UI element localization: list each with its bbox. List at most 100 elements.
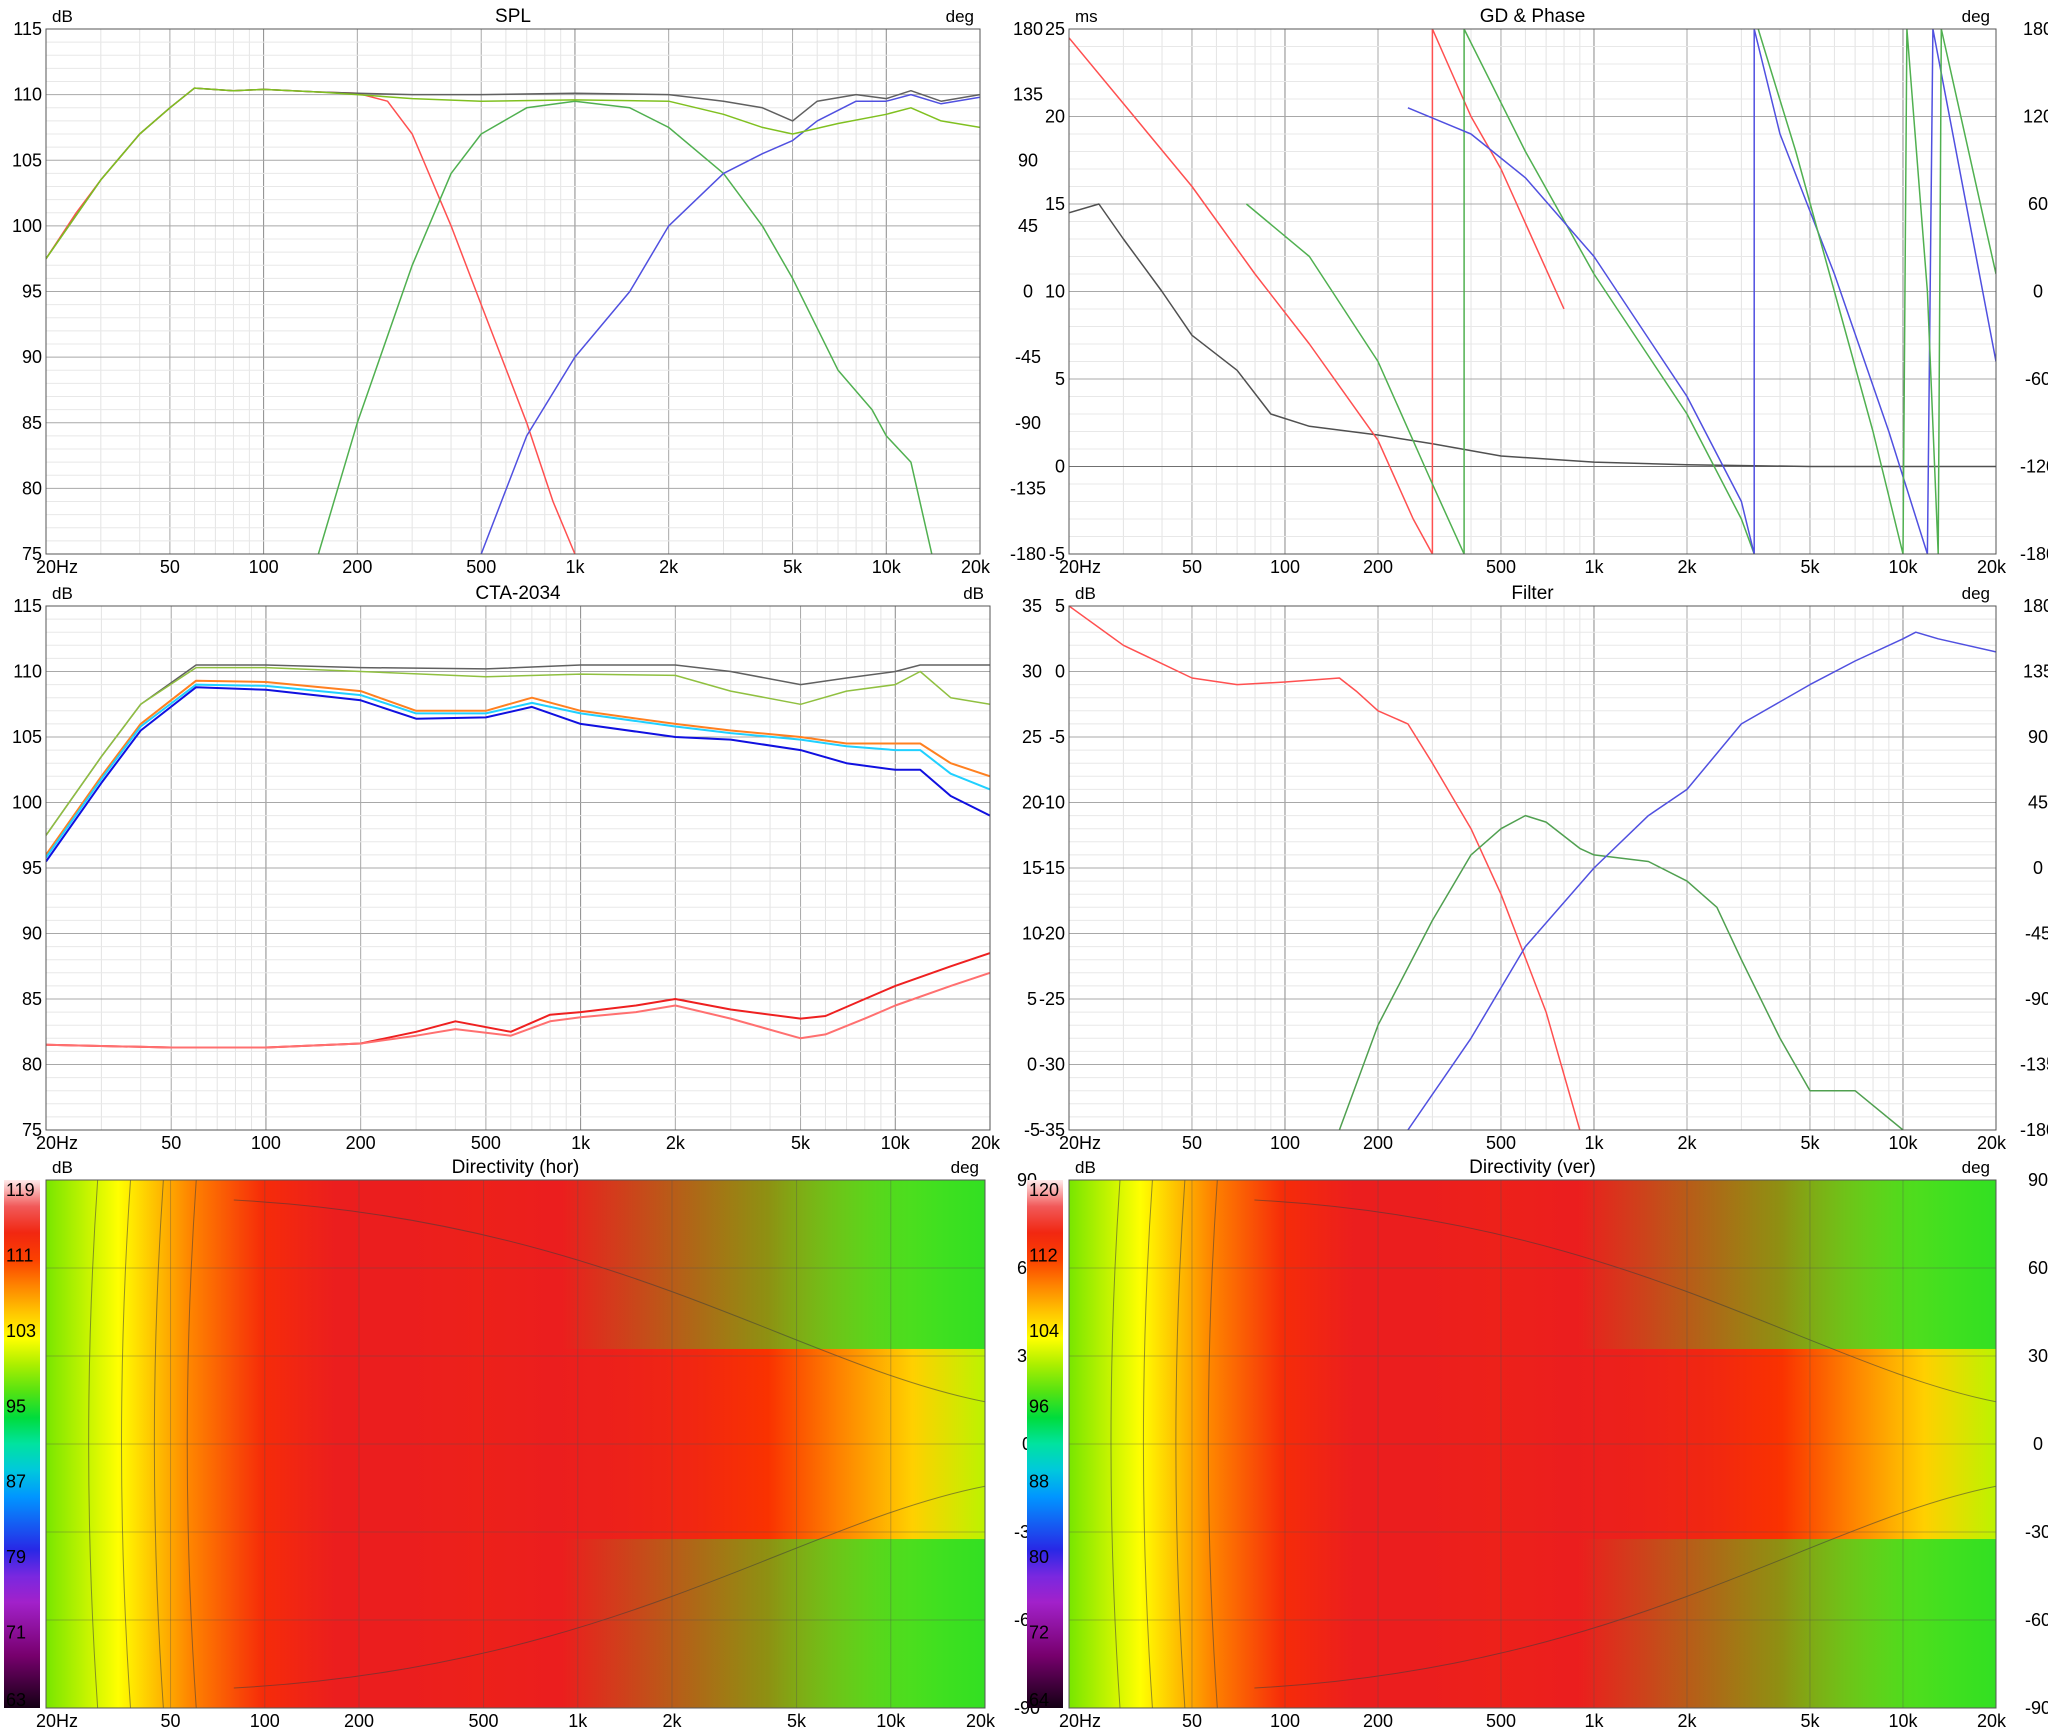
- directivity-ver-y2-tick-label: 60: [2028, 1258, 2048, 1278]
- directivity-hor-colorbar-tick-label: 87: [6, 1472, 26, 1492]
- directivity-hor-contour: [233, 1199, 986, 1403]
- filter-y2-tick-label: 135: [2023, 662, 2048, 682]
- directivity-hor-colorbar-tick-label: 95: [6, 1396, 26, 1416]
- directivity-ver-heatmap: [1069, 1179, 1997, 1709]
- directivity-ver-x-tick-label: 5k: [1800, 1711, 1820, 1730]
- filter-unit-right: deg: [1962, 584, 1990, 603]
- gd-phase-y2-tick-label: -120: [2020, 457, 2048, 477]
- spl-y-tick-label: 100: [12, 216, 42, 236]
- cta-2034-series-2: [46, 666, 990, 836]
- filter-x-tick-label: 50: [1182, 1133, 1202, 1153]
- directivity-hor-colorbar-tick-label: 79: [6, 1547, 26, 1567]
- filter-y-tick-label: -5: [1049, 727, 1065, 747]
- filter-series-1: [1069, 606, 1581, 1130]
- directivity-ver-contour: [1175, 1179, 1186, 1709]
- gd-phase-series-7: [1753, 29, 1929, 554]
- directivity-ver-colorbar-tick-label: 64: [1029, 1690, 1049, 1710]
- cta-2034-y-tick-label: 115: [13, 596, 42, 616]
- gd-phase-series-2: [1069, 37, 1434, 554]
- gd-phase-y-tick-label: 10: [1045, 282, 1065, 302]
- cta-2034-frame: [45, 605, 991, 1131]
- directivity-ver-colorbar-tick-label: 88: [1029, 1472, 1049, 1492]
- spl-x-tick-label: 20Hz: [36, 557, 78, 577]
- directivity-ver-x-tick-label: 20Hz: [1059, 1711, 1101, 1730]
- cta-2034-y2-tick-label: -5: [1024, 1120, 1040, 1140]
- directivity-ver-x-tick-label: 100: [1270, 1711, 1300, 1730]
- spl-y2-tick-label: 90: [1018, 150, 1038, 170]
- spl-series-2: [317, 100, 933, 554]
- filter-x-tick-label: 2k: [1677, 1133, 1697, 1153]
- cta-2034-y2-tick-label: 0: [1027, 1055, 1037, 1075]
- gd-phase-title: GD & Phase: [1480, 6, 1586, 27]
- directivity-ver-y2-tick-label: 30: [2028, 1346, 2048, 1366]
- filter-y2-tick-label: -135: [2020, 1055, 2048, 1075]
- filter-y2-tick-label: 0: [2033, 858, 2043, 878]
- directivity-ver-title: Directivity (ver): [1469, 1157, 1596, 1178]
- gd-phase-y-tick-label: 5: [1055, 369, 1065, 389]
- filter-y2-tick-label: -45: [2025, 924, 2048, 944]
- gd-phase-x-tick-label: 200: [1363, 557, 1393, 577]
- gd-phase-y2-tick-label: -60: [2025, 369, 2048, 389]
- directivity-ver-x-tick-label: 50: [1182, 1711, 1202, 1730]
- directivity-ver-y2-tick-label: 0: [2033, 1434, 2043, 1454]
- directivity-ver-contour: [1142, 1179, 1153, 1709]
- spl-y2-tick-label: -180: [1010, 544, 1046, 564]
- gd-phase-x-tick-label: 20Hz: [1059, 557, 1101, 577]
- spl-x-tick-label: 1k: [565, 557, 585, 577]
- gd-phase-x-tick-label: 2k: [1677, 557, 1697, 577]
- directivity-hor-x-tick-label: 2k: [662, 1711, 682, 1730]
- spl-x-tick-label: 5k: [783, 557, 803, 577]
- filter-y-tick-label: -30: [1039, 1055, 1065, 1075]
- gd-phase-y2-tick-label: 0: [2033, 282, 2043, 302]
- directivity-hor-x-tick-label: 20k: [966, 1711, 996, 1730]
- directivity-ver-colorbar-tick-label: 80: [1029, 1547, 1049, 1567]
- spl-y-tick-label: 105: [12, 150, 42, 170]
- cta-2034-y-tick-label: 90: [22, 924, 42, 944]
- gd-phase-unit-left: ms: [1075, 7, 1098, 26]
- spl-y-tick-label: 80: [22, 478, 42, 498]
- filter-y-tick-label: 5: [1055, 596, 1065, 616]
- spl-grid: [45, 28, 981, 555]
- spl-y-tick-label: 95: [22, 282, 42, 302]
- cta-2034-y-tick-label: 85: [22, 989, 42, 1009]
- directivity-ver-y2-tick-label: -60: [2025, 1610, 2048, 1630]
- directivity-hor-contour: [153, 1179, 164, 1709]
- cta-2034-y-tick-label: 75: [22, 1120, 42, 1140]
- cta-2034-y2-tick-label: 30: [1022, 662, 1042, 682]
- directivity-hor-title: Directivity (hor): [452, 1157, 580, 1178]
- filter-series-3: [1407, 631, 1996, 1130]
- directivity-ver-colorbar-tick-label: 112: [1029, 1245, 1058, 1265]
- spl-y-tick-label: 115: [13, 19, 42, 39]
- directivity-hor-x-tick-label: 200: [344, 1711, 374, 1730]
- spl-y2-tick-label: 135: [1013, 85, 1043, 105]
- filter-x-tick-label: 5k: [1800, 1133, 1820, 1153]
- spl-y2-tick-label: 180: [1013, 19, 1043, 39]
- directivity-hor-x-tick-label: 500: [469, 1711, 499, 1730]
- directivity-hor-heatmap-offaxis-bottom: [46, 1539, 985, 1708]
- directivity-hor-colorbar-tick-label: 103: [6, 1321, 36, 1341]
- directivity-ver-unit-left: dB: [1075, 1158, 1096, 1177]
- spl-y-tick-label: 90: [22, 347, 42, 367]
- cta-2034-series-7: [46, 971, 990, 1049]
- cta-2034-series-5: [46, 686, 990, 863]
- spl-chart: SPL dB deg 20Hz 50 100 200 500 1k 2k 5k 10k 20k 75 80 8…: [12, 6, 1046, 577]
- cta-2034-y-tick-label: 110: [13, 662, 42, 682]
- gd-phase-y-tick-label: 20: [1045, 107, 1065, 127]
- directivity-ver-heatmap-offaxis-bottom: [1069, 1539, 1996, 1708]
- filter-x-tick-label: 200: [1363, 1133, 1393, 1153]
- spl-y2-tick-label: -90: [1015, 413, 1041, 433]
- cta-2034-title: CTA-2034: [475, 583, 561, 604]
- directivity-hor-colorbar: [4, 1180, 40, 1708]
- spl-series-group: [46, 87, 980, 554]
- gd-phase-y-tick-label: 15: [1045, 194, 1065, 214]
- gd-phase-series-group: [1069, 29, 1996, 554]
- gd-phase-series-6: [1407, 107, 1755, 554]
- directivity-ver-y2-tick-label: -90: [2025, 1698, 2048, 1718]
- directivity-ver-colorbar-tick-label: 96: [1029, 1396, 1049, 1416]
- spl-x-tick-label: 100: [249, 557, 279, 577]
- directivity-ver-chart: Directivity (ver) dB deg 20Hz 50 100 200 500 1k 2…: [1027, 1157, 2048, 1731]
- spl-x-tick-label: 500: [466, 557, 496, 577]
- spl-series-5: [46, 87, 980, 260]
- directivity-ver-contour: [1254, 1485, 1997, 1689]
